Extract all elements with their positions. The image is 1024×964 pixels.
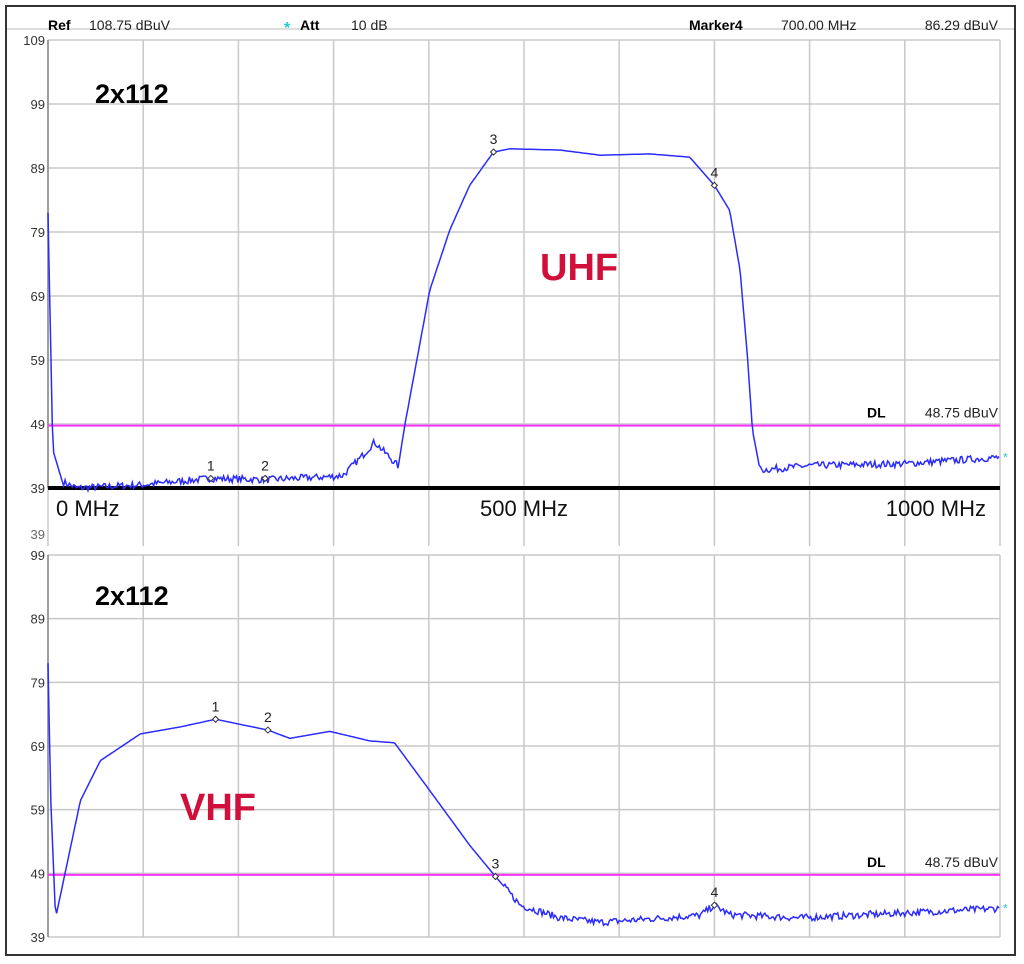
marker-level: 86.29 dBuV [925,17,999,33]
y-tick-label: 109 [23,33,45,48]
y-tick-label: 49 [31,417,45,432]
ref-value: 108.75 dBuV [89,17,171,33]
marker-label: 3 [490,131,498,147]
band-label: UHF [540,247,618,289]
y-tick-label: 79 [31,675,45,690]
marker-diamond [491,872,500,881]
display-line-label: 48.75 dBuV [925,405,999,421]
analyzer-frame [5,5,1016,956]
display-line-label: 48.75 dBuV [925,854,999,870]
chart-title: 2x112 [95,581,169,611]
marker-label: 4 [711,884,719,900]
y-tick-label: 59 [31,353,45,368]
chart-title: 2x112 [95,79,169,109]
marker-label: 4 [711,164,719,180]
marker-diamond [261,474,269,483]
marker-label: 2 [264,709,272,725]
trace-end-marker: * [1003,901,1008,915]
marker-label: Marker4 [689,17,743,33]
marker-label: 1 [212,698,220,714]
marker-diamond [710,901,719,909]
y-tick-label: 59 [31,803,45,818]
y-tick-label: 89 [31,612,45,627]
marker-diamond [710,181,719,190]
band-label: VHF [180,787,256,829]
display-line-label-bold: DL [867,405,886,421]
x-tick-label: 500 MHz [480,496,568,521]
y-tick-label: 79 [31,225,45,240]
y-tick-label: 69 [31,739,45,754]
x-tick-label: 0 MHz [56,496,120,521]
att-label: Att [300,17,320,33]
y-tick-label: 89 [31,161,45,176]
marker-diamond [211,715,220,723]
marker-freq: 700.00 MHz [781,17,856,33]
att-star: * [284,20,291,37]
trace [47,663,1000,927]
marker-diamond [489,148,498,156]
y-tick-label: 39 [31,481,45,496]
marker-label: 2 [261,457,269,473]
marker-diamond [207,474,215,483]
y-tick-label: 69 [31,289,45,304]
marker-diamond [264,726,272,734]
y-tick-label: 99 [31,97,45,112]
marker-label: 3 [492,856,500,872]
ref-label: Ref [48,17,71,33]
att-value: 10 dB [351,17,388,33]
y-tick-label: 39 [31,930,45,945]
y-tick-label: 39 [31,527,45,542]
y-tick-label: 49 [31,866,45,881]
y-tick-label: 99 [31,548,45,563]
x-tick-label: 1000 MHz [886,496,986,521]
display-line-label-bold: DL [867,854,886,870]
trace [47,148,1000,494]
trace-end-marker: * [1003,450,1008,464]
marker-label: 1 [207,457,215,473]
